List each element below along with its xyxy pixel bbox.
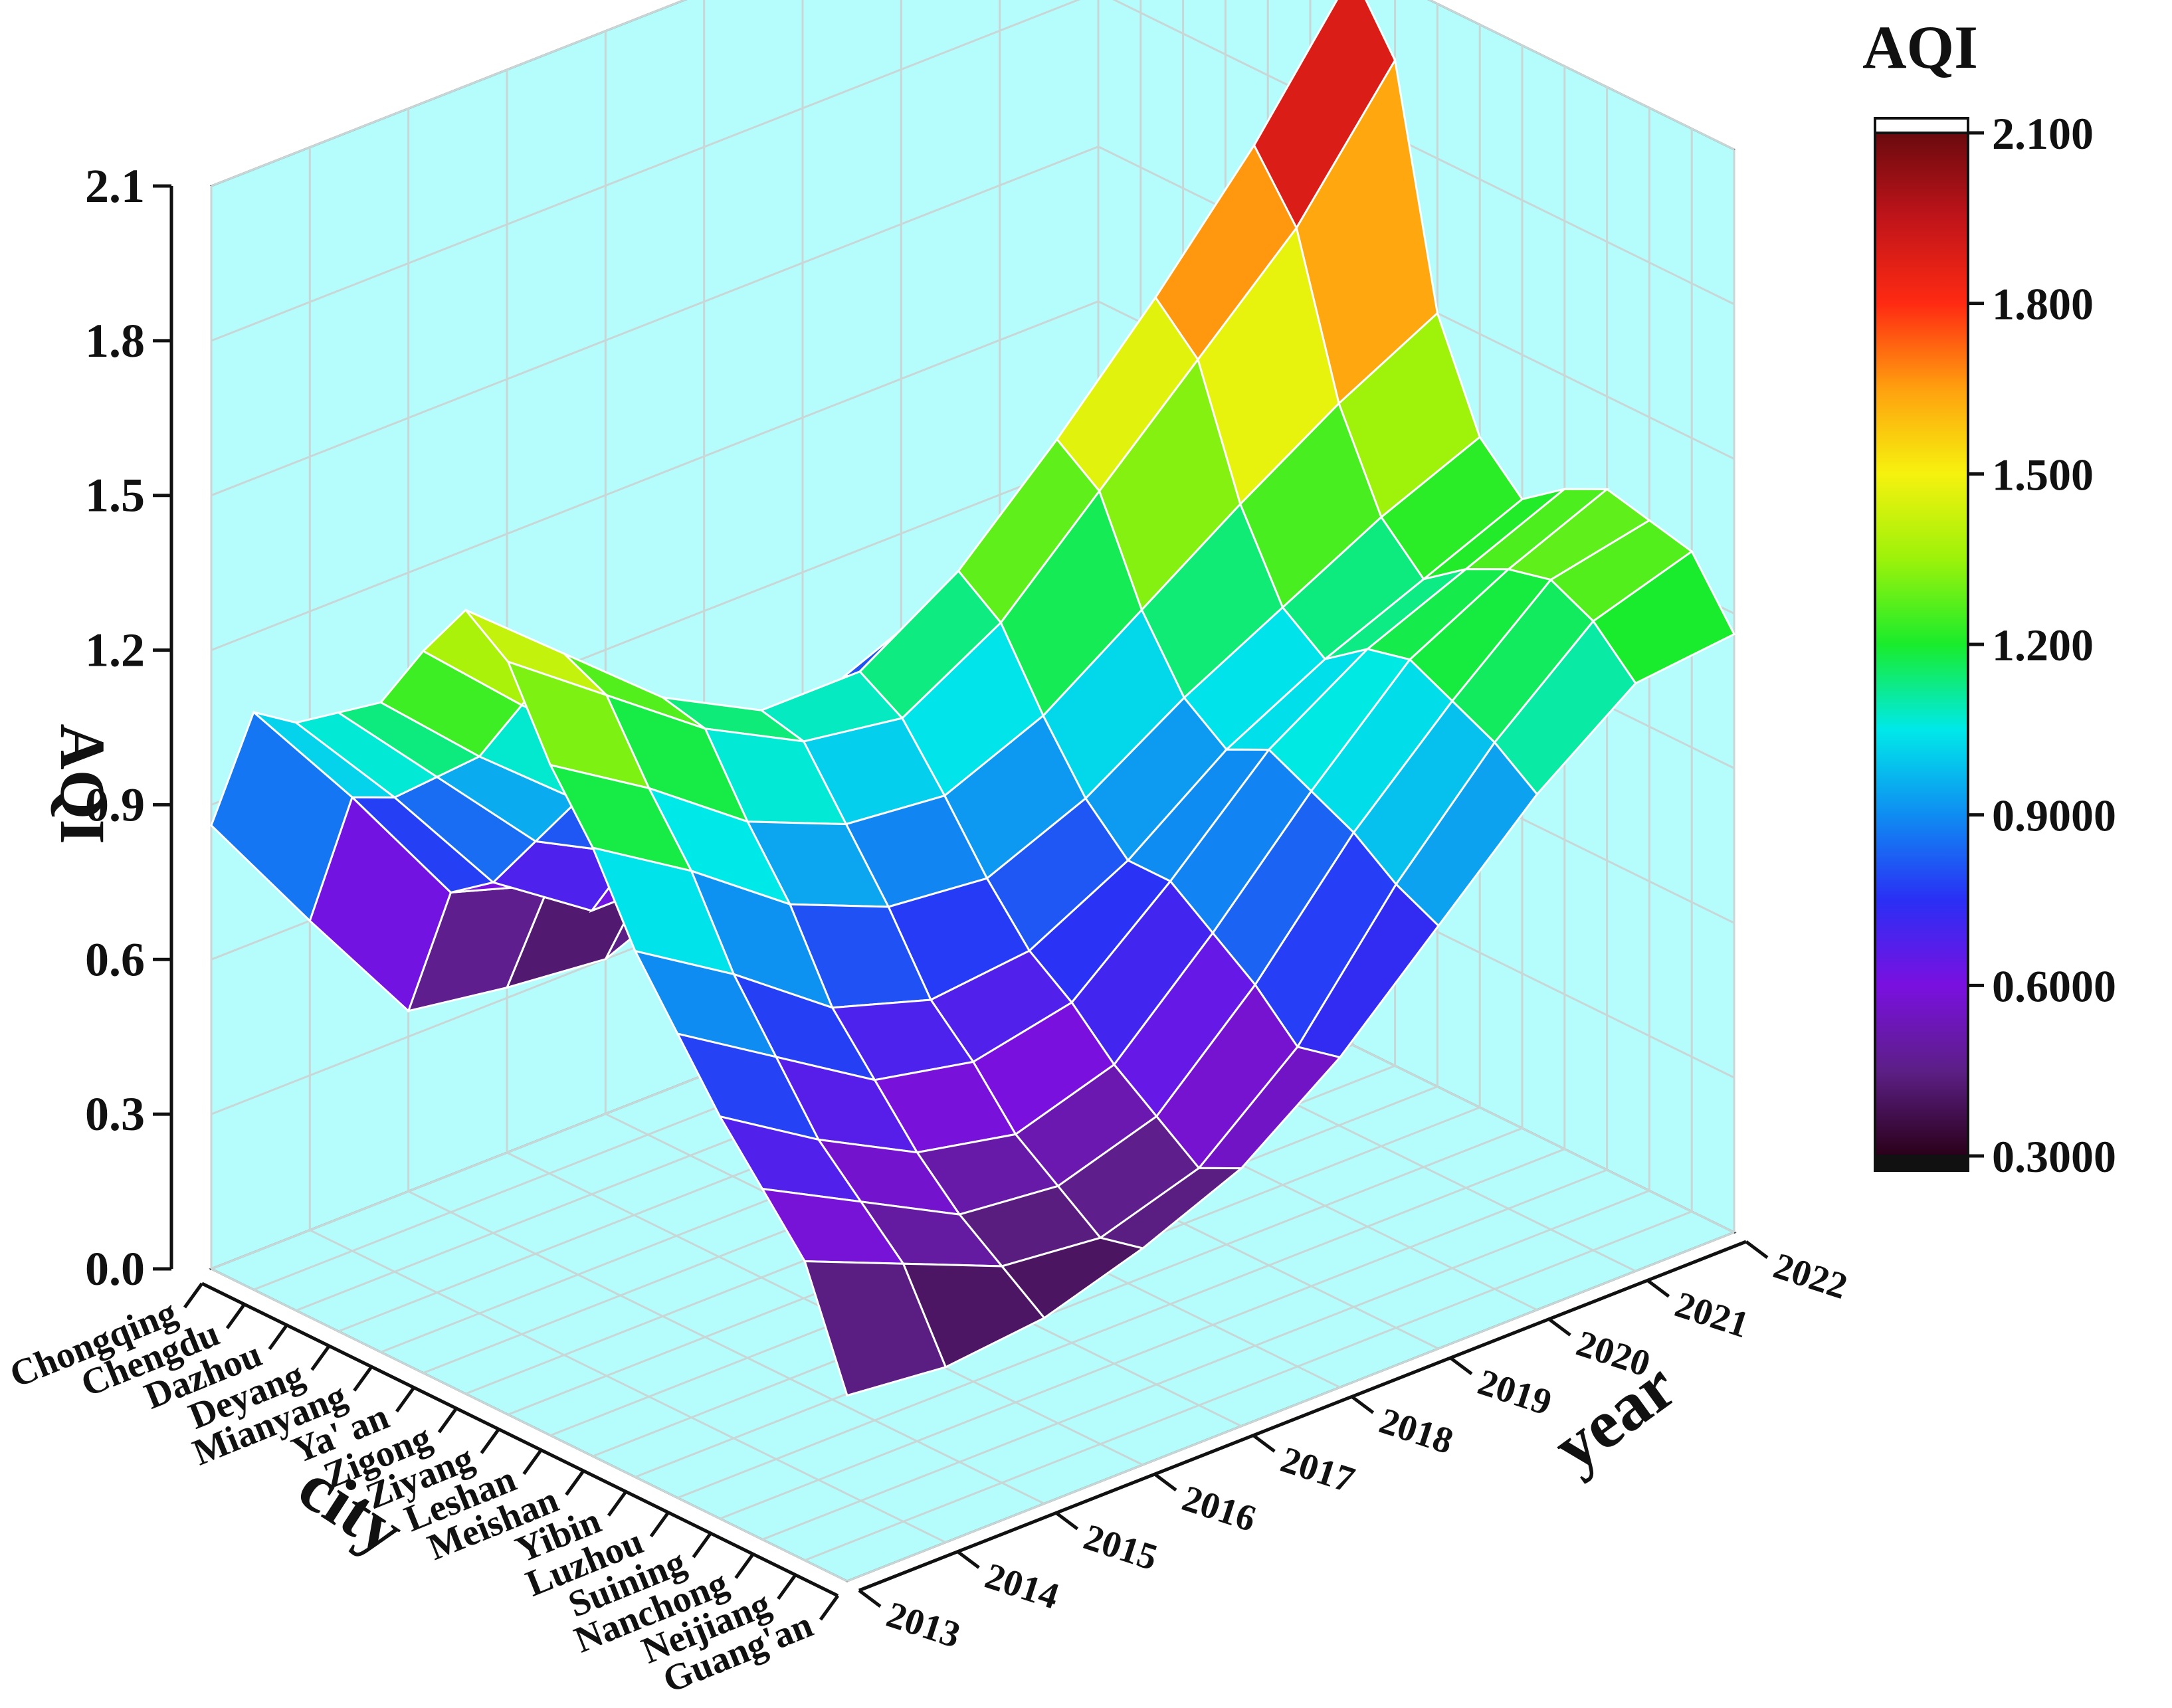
city-tick	[734, 1553, 755, 1579]
city-tick	[353, 1365, 373, 1392]
colorbar-tick-label: 1.800	[1992, 279, 2094, 330]
year-tick	[1055, 1511, 1079, 1531]
city-tick	[649, 1511, 670, 1538]
floor-gridline-city	[804, 1210, 1692, 1562]
z-tick-label: 2.1	[85, 159, 145, 213]
z-tick-label: 0.9	[85, 778, 145, 831]
city-tick	[777, 1574, 797, 1600]
colorbar: 0.3000 0.6000 0.9000 1.200 1.500 1.800 2.100	[1874, 108, 2116, 1182]
city-tick	[480, 1428, 500, 1454]
floor-gridline-year	[309, 1229, 946, 1544]
floor-gridline-city	[635, 1127, 1523, 1478]
year-tick-label: 2015	[1079, 1517, 1163, 1579]
year-tick	[956, 1550, 980, 1569]
floor-gridline-year	[211, 1268, 848, 1582]
year-tick-label: 2016	[1177, 1477, 1261, 1540]
colorbar-tick-label: 2.100	[1992, 108, 2094, 159]
year-tick-label: 2022	[1769, 1245, 1852, 1307]
z-tick-label: 1.8	[85, 314, 145, 367]
city-tick	[819, 1594, 840, 1621]
city-tick	[310, 1345, 331, 1371]
z-tick-label: 1.2	[85, 624, 145, 677]
floor-gridline-city	[720, 1169, 1608, 1520]
year-tick	[1547, 1317, 1571, 1337]
city-tick	[225, 1303, 246, 1329]
z-axis-title: AQI	[47, 723, 118, 844]
floor-gridline-city	[761, 1189, 1650, 1541]
colorbar-under-swatch	[1874, 1155, 1969, 1172]
year-tick	[1252, 1434, 1276, 1453]
city-tick	[395, 1386, 416, 1413]
city-tick	[268, 1324, 288, 1351]
city-tick	[607, 1490, 628, 1517]
colorbar-tick-label: 1.500	[1992, 449, 2094, 500]
z-tick-label: 0.0	[85, 1242, 145, 1295]
colorbar-gradient	[1874, 132, 1969, 1157]
year-tick	[1153, 1473, 1177, 1491]
z-tick-label: 0.6	[85, 933, 145, 986]
year-tick	[1351, 1395, 1375, 1414]
city-tick	[692, 1532, 712, 1559]
colorbar-tick-label: 0.6000	[1992, 961, 2116, 1011]
floor-gridline-city	[846, 1231, 1735, 1582]
year-tick-label: 2014	[980, 1555, 1064, 1618]
year-tick-label: 2013	[882, 1594, 965, 1656]
city-axis-line	[201, 1281, 839, 1598]
colorbar-tick-label: 1.200	[1992, 620, 2094, 670]
year-tick-label: 2019	[1473, 1361, 1557, 1424]
year-axis-line	[858, 1240, 1747, 1592]
year-tick	[858, 1589, 882, 1608]
city-tick	[183, 1282, 204, 1309]
year-tick	[1646, 1279, 1670, 1298]
floor-gridline-city	[677, 1148, 1565, 1499]
year-tick-label: 2017	[1276, 1439, 1359, 1501]
year-tick	[1449, 1357, 1473, 1375]
surface-cell	[803, 1260, 947, 1397]
year-tick-label: 2021	[1670, 1284, 1754, 1347]
city-tick	[565, 1470, 585, 1496]
colorbar-tick-label: 0.9000	[1992, 791, 2116, 841]
city-tick	[437, 1407, 458, 1434]
year-tick	[1745, 1240, 1769, 1259]
z-tick-label: 0.3	[85, 1088, 145, 1141]
z-tick-label: 1.5	[85, 469, 145, 522]
year-tick-label: 2018	[1375, 1400, 1458, 1463]
floor-gridline-year	[408, 1190, 1045, 1505]
colorbar-over-swatch	[1874, 117, 1969, 134]
colorbar-tick-label: 0.3000	[1992, 1131, 2116, 1182]
surface-plot	[210, 0, 1736, 1397]
colorbar-title: AQI	[1862, 13, 1978, 81]
city-tick	[522, 1449, 543, 1475]
